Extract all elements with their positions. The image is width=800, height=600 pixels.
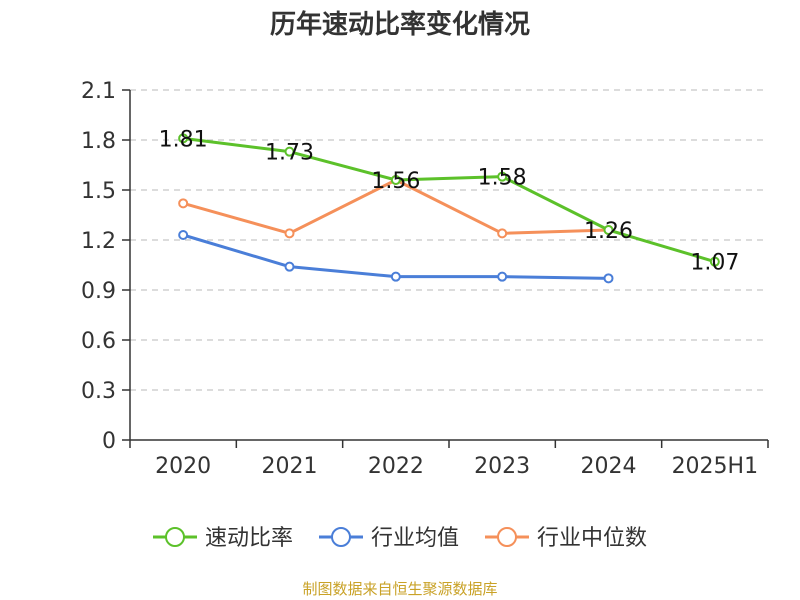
data-label: 1.58 (478, 166, 527, 191)
x-tick-label: 2025H1 (672, 454, 759, 479)
source-note: 制图数据来自恒生聚源数据库 (302, 580, 498, 598)
grid-lines (130, 89, 768, 391)
y-tick-label: 2.1 (81, 79, 116, 104)
y-tick-label: 0 (102, 429, 116, 454)
data-label: 1.81 (159, 127, 208, 152)
data-label: 1.56 (371, 169, 420, 194)
legend-item[interactable]: 行业中位数 (485, 526, 647, 551)
x-tick-label: 2021 (262, 454, 318, 479)
x-tick-label: 2024 (581, 454, 637, 479)
x-tick-label: 2020 (155, 454, 211, 479)
y-tick-label: 1.5 (81, 179, 116, 204)
legend-label: 行业均值 (371, 526, 459, 551)
data-point[interactable] (284, 228, 295, 239)
y-tick-label: 0.6 (81, 329, 116, 354)
legend[interactable]: 速动比率 行业均值 行业中位数 (153, 526, 647, 551)
data-point[interactable] (178, 198, 189, 209)
series-line (182, 136, 716, 264)
series-group (178, 133, 720, 284)
data-point[interactable] (497, 271, 508, 282)
legend-swatch-marker (331, 527, 351, 547)
axes: 0 0.3 0.6 0.9 1.2 1.5 1.8 2.1 2020 2021 2022 2023 20… (81, 79, 769, 479)
x-tick-label: 2023 (474, 454, 530, 479)
legend-label: 速动比率 (205, 526, 293, 551)
data-point[interactable] (603, 273, 614, 284)
x-tick-label: 2022 (368, 454, 424, 479)
data-point[interactable] (284, 146, 295, 157)
legend-swatch-marker (497, 527, 517, 547)
y-tick-label: 0.9 (81, 279, 116, 304)
data-labels: 1.81 1.73 1.56 1.58 1.26 1.07 (159, 127, 740, 275)
data-label: 1.26 (584, 219, 633, 244)
data-label: 1.73 (265, 141, 314, 166)
y-tick-label: 1.2 (81, 229, 116, 254)
y-tick-label: 0.3 (81, 379, 116, 404)
data-point[interactable] (390, 271, 401, 282)
data-point[interactable] (497, 228, 508, 239)
legend-label: 行业中位数 (537, 526, 647, 551)
y-tick-label: 1.8 (81, 129, 116, 154)
data-point[interactable] (709, 256, 720, 267)
data-point[interactable] (390, 175, 401, 185)
legend-item[interactable]: 速动比率 (153, 526, 293, 551)
data-point[interactable] (284, 261, 295, 272)
legend-swatch-marker (165, 527, 185, 547)
data-label: 1.07 (690, 251, 739, 276)
data-point[interactable] (178, 133, 189, 144)
data-point[interactable] (178, 230, 189, 240)
chart-title: 历年速动比率变化情况 (269, 10, 530, 40)
legend-item[interactable]: 行业均值 (319, 526, 459, 551)
data-point[interactable] (497, 171, 508, 182)
data-point[interactable] (603, 225, 614, 235)
